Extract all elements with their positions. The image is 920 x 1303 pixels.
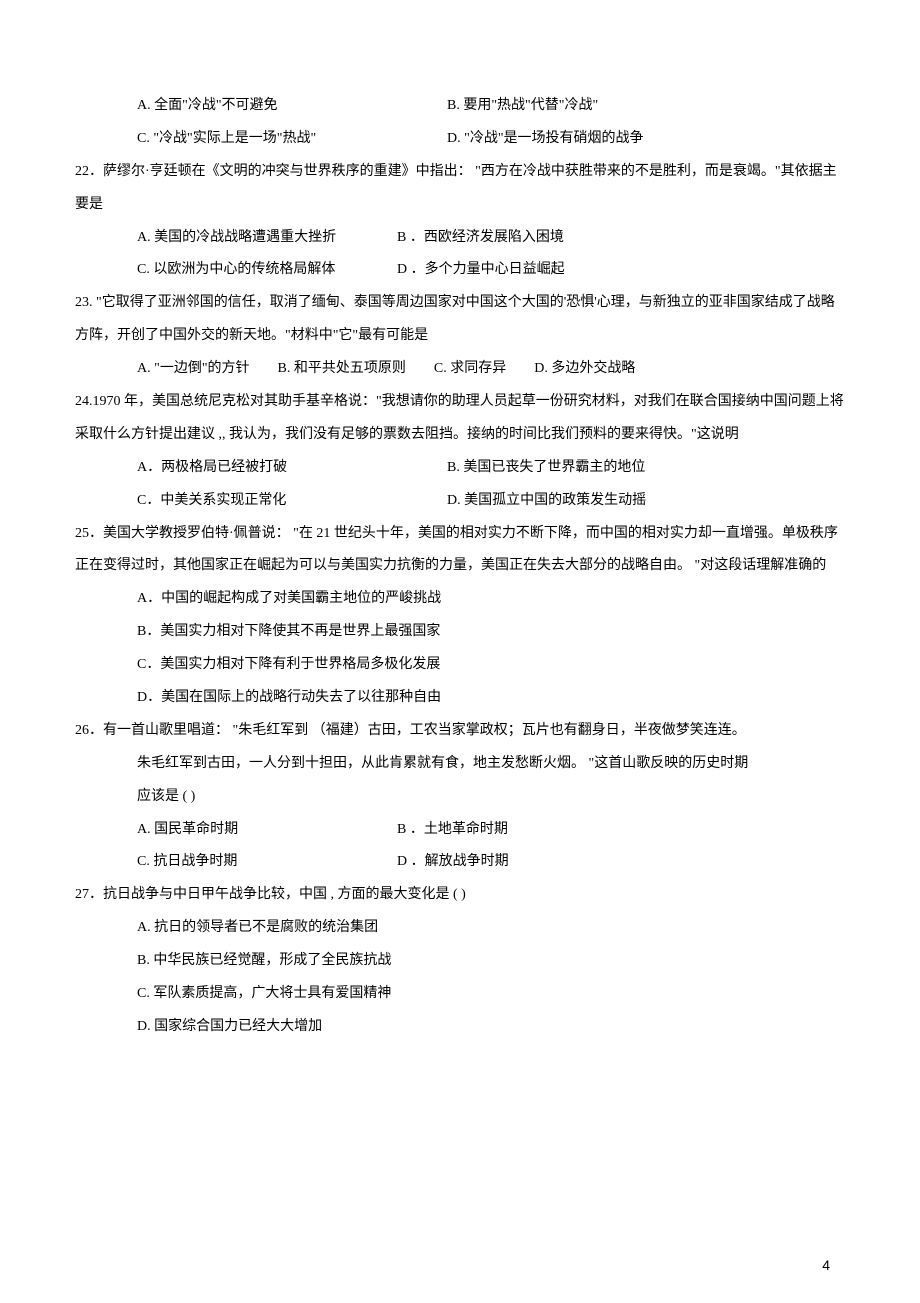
q24-option-d: D. 美国孤立中国的政策发生动摇 [447, 485, 845, 518]
q24-option-c: C．中美关系实现正常化 [137, 485, 447, 518]
q26-option-a: A. 国民革命时期 [137, 814, 397, 847]
q22-stem: 22．萨缪尔·亨廷顿在《文明的冲突与世界秩序的重建》中指出： "西方在冷战中获胜… [75, 156, 845, 222]
q27-option-c: C. 军队素质提高，广大将士具有爱国精神 [75, 978, 845, 1011]
q26-stem-line3: 应该是 ( ) [75, 781, 845, 814]
q26-option-d: D ．解放战争时期 [397, 846, 845, 879]
q25-stem: 25．美国大学教授罗伯特·佩普说： "在 21 世纪头十年，美国的相对实力不断下… [75, 518, 845, 584]
page-number: 4 [822, 1257, 830, 1273]
q23-option-c: C. 求同存异 [434, 353, 506, 386]
q24-stem: 24.1970 年，美国总统尼克松对其助手基辛格说："我想请你的助理人员起草一份… [75, 386, 845, 452]
q25-option-d: D．美国在国际上的战略行动失去了以往那种自由 [75, 682, 845, 715]
q22-option-b: B ．西欧经济发展陷入困境 [397, 222, 845, 255]
q21-option-c: C. "冷战"实际上是一场"热战" [137, 123, 447, 156]
q25-option-a: A．中国的崛起构成了对美国霸主地位的严峻挑战 [75, 583, 845, 616]
q22-option-d: D ．多个力量中心日益崛起 [397, 254, 845, 287]
q26-stem-line2: 朱毛红军到古田，一人分到十担田，从此肯累就有食，地主发愁断火烟。 "这首山歌反映… [75, 748, 845, 781]
q26-option-c: C. 抗日战争时期 [137, 846, 397, 879]
q25-option-c: C．美国实力相对下降有利于世界格局多极化发展 [75, 649, 845, 682]
q21-option-d: D. "冷战"是一场投有硝烟的战争 [447, 123, 845, 156]
q26-option-b: B ．土地革命时期 [397, 814, 845, 847]
q22-option-c: C. 以欧洲为中心的传统格局解体 [137, 254, 397, 287]
q23-stem: 23. "它取得了亚洲邻国的信任，取消了缅甸、泰国等周边国家对中国这个大国的'恐… [75, 287, 845, 353]
q27-option-b: B. 中华民族已经觉醒，形成了全民族抗战 [75, 945, 845, 978]
q21-option-b: B. 要用"热战"代替"冷战" [447, 90, 845, 123]
q22-option-a: A. 美国的冷战战略遭遇重大挫折 [137, 222, 397, 255]
q23-option-d: D. 多边外交战略 [534, 353, 635, 386]
q27-stem: 27．抗日战争与中日甲午战争比较，中国 , 方面的最大变化是 ( ) [75, 879, 845, 912]
q27-option-a: A. 抗日的领导者已不是腐败的统治集团 [75, 912, 845, 945]
q24-option-a: A．两极格局已经被打破 [137, 452, 447, 485]
q25-option-b: B．美国实力相对下降使其不再是世界上最强国家 [75, 616, 845, 649]
q24-option-b: B. 美国已丧失了世界霸主的地位 [447, 452, 845, 485]
q21-option-a: A. 全面"冷战"不可避免 [137, 90, 447, 123]
q23-option-b: B. 和平共处五项原则 [278, 353, 406, 386]
q26-stem-line1: 26．有一首山歌里唱道： "朱毛红军到 （福建）古田，工农当家掌政权；瓦片也有翻… [75, 715, 845, 748]
q27-option-d: D. 国家综合国力已经大大增加 [75, 1011, 845, 1044]
q23-option-a: A. "一边倒"的方针 [137, 353, 250, 386]
